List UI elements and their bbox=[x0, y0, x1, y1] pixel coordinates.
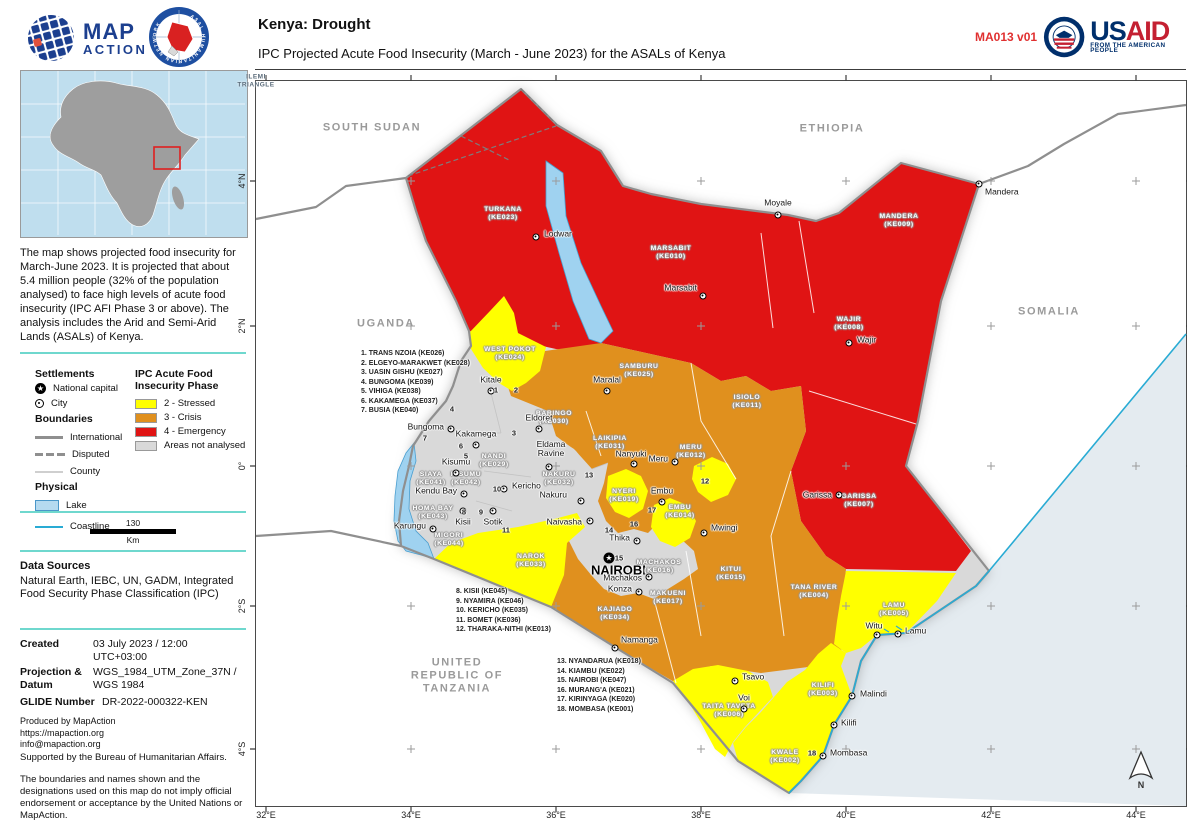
city-icon bbox=[35, 399, 44, 408]
international-boundary-icon bbox=[35, 436, 63, 439]
legend-physical-title: Physical bbox=[35, 481, 78, 493]
page-title: Kenya: Drought bbox=[258, 16, 371, 33]
scale-bar-rect bbox=[90, 529, 176, 534]
legend-international-label: International bbox=[70, 432, 123, 443]
mapaction-globe-icon bbox=[28, 15, 74, 61]
scale-value: 130 bbox=[125, 518, 141, 528]
indian-ocean bbox=[789, 334, 1186, 806]
usaid-wordmark-us: US bbox=[1090, 16, 1127, 47]
produced-by-line: Produced by MapAction bbox=[20, 716, 116, 726]
created-row: Created 03 July 2023 / 12:00 UTC+03:00 bbox=[20, 638, 243, 664]
legend-ipc-title: IPC Acute Food Insecurity Phase bbox=[135, 368, 219, 392]
legend-lake-label: Lake bbox=[66, 500, 87, 511]
legend: Settlements National capital City Bounda… bbox=[20, 366, 246, 538]
ipc-phase2-label: 2 - Stressed bbox=[164, 398, 216, 409]
coastline-icon bbox=[35, 525, 63, 528]
legend-settlements-title: Settlements bbox=[35, 368, 95, 380]
north-arrow-icon bbox=[1128, 750, 1154, 780]
usaid-logo: USAID FROM THE AMERICAN PEOPLE bbox=[1043, 14, 1187, 60]
kenya-extent-rectangle bbox=[153, 146, 181, 170]
glide-label: GLIDE Number bbox=[20, 696, 95, 708]
divider bbox=[20, 511, 246, 513]
divider bbox=[20, 352, 246, 354]
legend-national-capital-label: National capital bbox=[53, 383, 118, 394]
asal-humanitarian-network-logo: ASAL HUMANITARIAN NETWORK bbox=[148, 6, 210, 73]
legend-coastline-label: Coastline bbox=[70, 521, 110, 532]
mapaction-wordmark-action: ACTION bbox=[83, 41, 148, 57]
data-sources-title: Data Sources bbox=[20, 560, 91, 572]
mapaction-url[interactable]: https://mapaction.org bbox=[20, 727, 105, 738]
usaid-tagline: FROM THE AMERICAN PEOPLE bbox=[1090, 42, 1166, 55]
national-capital-icon bbox=[35, 383, 46, 394]
scale-bar: 130 Km bbox=[20, 518, 246, 545]
scale-unit: Km bbox=[126, 535, 140, 545]
map-description: The map shows projected food insecurity … bbox=[20, 247, 236, 343]
divider bbox=[20, 550, 246, 552]
projection-value: WGS_1984_UTM_Zone_37N / WGS 1984 bbox=[93, 666, 237, 691]
ipc-phase3-label: 3 - Crisis bbox=[164, 412, 202, 423]
page-subtitle: IPC Projected Acute Food Insecurity (Mar… bbox=[258, 46, 726, 61]
graticule-crosses bbox=[407, 177, 1140, 753]
produced-by-block: Produced by MapAction https://mapaction.… bbox=[20, 716, 246, 751]
ipc-phase4-swatch bbox=[135, 426, 157, 437]
supported-by-text: Supported by the Bureau of Humanitarian … bbox=[20, 752, 227, 763]
created-label: Created bbox=[20, 638, 60, 650]
ipc-phase4-label: 4 - Emergency bbox=[164, 426, 226, 437]
disclaimer-text: The boundaries and names shown and the d… bbox=[20, 774, 243, 821]
ipc-notanalysed-swatch bbox=[135, 440, 157, 451]
lake-turkana bbox=[545, 160, 614, 344]
sidebar: The map shows projected food insecurity … bbox=[20, 0, 248, 835]
data-sources-text: Natural Earth, IEBC, UN, GADM, Integrate… bbox=[20, 575, 234, 600]
disputed-boundary-icon bbox=[35, 453, 65, 456]
mapaction-logo: MAP ACTION bbox=[25, 12, 147, 64]
africa-locator-inset bbox=[20, 70, 248, 238]
glide-value: DR-2022-000322-KEN bbox=[102, 696, 208, 708]
glide-row: GLIDE Number DR-2022-000322-KEN bbox=[20, 696, 208, 709]
mapaction-wordmark-map: MAP bbox=[83, 18, 135, 44]
ipc-notanalysed-label: Areas not analysed bbox=[164, 440, 246, 451]
map-canvas bbox=[250, 75, 1187, 812]
frame-ticks bbox=[250, 75, 1187, 812]
ilemi-disputed-boundary bbox=[407, 88, 558, 177]
legend-boundaries-title: Boundaries bbox=[35, 413, 93, 425]
mapaction-email[interactable]: info@mapaction.org bbox=[20, 739, 101, 749]
usaid-wordmark-aid: AID bbox=[1125, 16, 1170, 47]
legend-disputed-label: Disputed bbox=[72, 449, 110, 460]
projection-label: Projection & Datum bbox=[20, 666, 82, 691]
map-version-code: MA013 v01 bbox=[975, 30, 1038, 44]
main-map: ILEMI TRIANGLE NAIROBI N SOUTH SUDAN ETHIO… bbox=[237, 74, 1187, 820]
central-notanalysed-region bbox=[548, 433, 698, 599]
legend-county-label: County bbox=[70, 466, 101, 477]
county-boundary-icon bbox=[35, 470, 63, 473]
lake-icon bbox=[35, 500, 59, 511]
legend-city-label: City bbox=[51, 398, 68, 409]
africa-silhouette bbox=[49, 80, 200, 227]
coastline bbox=[788, 333, 1187, 794]
header-divider bbox=[255, 69, 1186, 70]
created-value: 03 July 2023 / 12:00 UTC+03:00 bbox=[93, 638, 188, 663]
divider bbox=[20, 628, 246, 630]
ipc-phase3-swatch bbox=[135, 412, 157, 423]
usaid-seal-icon bbox=[1043, 16, 1085, 58]
projection-row: Projection & Datum WGS_1984_UTM_Zone_37N… bbox=[20, 666, 243, 692]
ipc-phase2-swatch bbox=[135, 398, 157, 409]
